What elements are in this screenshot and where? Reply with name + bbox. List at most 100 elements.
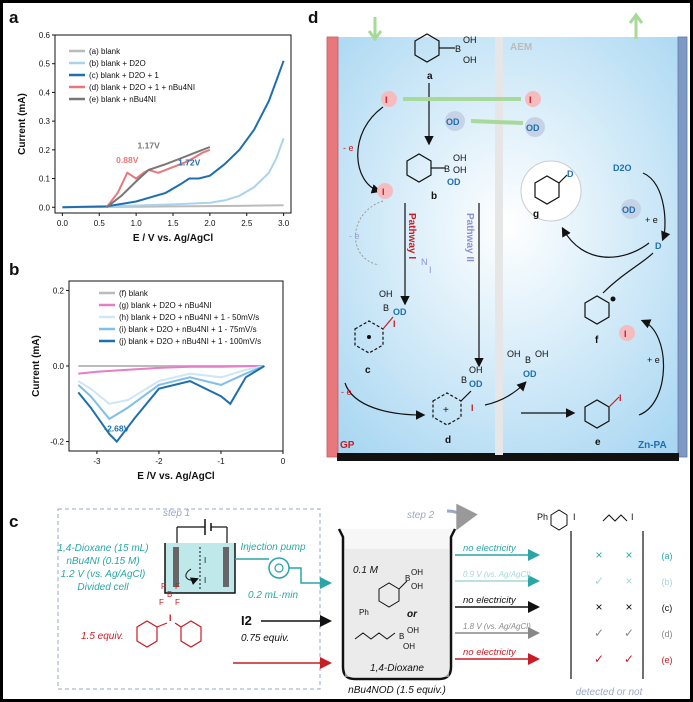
svg-text:OH: OH (453, 153, 467, 163)
svg-text:I: I (204, 556, 206, 565)
figure-canvas: a 0.0 0.5 1.0 1.5 2.0 2.5 3.00.00.10.20.30.40.… (9, 8, 688, 698)
boric-acid: B OH OH OD (507, 349, 549, 379)
chart-a-legend-entry: (c) blank + D2O + 1 (89, 71, 159, 80)
svg-text:Ph: Ph (359, 608, 369, 617)
chart-a-ytick-label: 0.0 (39, 203, 51, 212)
result-mark: × (625, 600, 632, 614)
figure: a 0.0 0.5 1.0 1.5 2.0 2.5 3.0 0.0 0.1 0.2 0.3 0.4 0.… (3, 3, 690, 699)
result-letter: (a) (662, 551, 673, 561)
chart-a-xlabel: E / V vs. Ag/AgCl (133, 233, 213, 244)
flow-rate: 0.2 mL·min (248, 590, 298, 601)
compound-e: I e (584, 393, 622, 448)
label-a: a (427, 71, 433, 82)
cell-bottom (337, 453, 679, 461)
compound-a: B OH OH a (414, 33, 477, 82)
chart-a: 0.0 0.5 1.0 1.5 2.0 2.5 3.0 0.0 0.1 0.2 0.3 0.4 0.5 0… (17, 31, 292, 244)
svg-text:OD: OD (469, 379, 483, 389)
chart-a-xtick-label: 0.5 (94, 219, 106, 228)
panel-label-a: a (9, 8, 19, 27)
chart-a-ytick-label: 0.3 (39, 117, 51, 126)
pathway-1: Pathway I (406, 213, 417, 259)
condition-label: no electricity (463, 595, 517, 606)
or-label: or (407, 609, 418, 620)
condition-rows: no electricity × × (a) 0.9 V (vs. Ag/AgCl) ✓ ×… (455, 543, 673, 666)
result-letter: (e) (662, 655, 673, 665)
minus-e-1: - e (343, 143, 354, 153)
svg-text:F: F (159, 598, 164, 607)
product-headers: Ph I I (537, 509, 634, 531)
svg-text:OD: OD (446, 117, 460, 127)
chart-b-ytick-label: 0.2 (53, 286, 65, 295)
svg-text:OH: OH (403, 642, 415, 651)
svg-text:B: B (383, 303, 389, 313)
result-mark: × (625, 548, 632, 562)
label-f: f (595, 335, 599, 346)
svg-text:I: I (204, 576, 206, 585)
cond-voltage: 1.2 V (vs. Ag/AgCl) (61, 569, 146, 580)
chart-a-annotation: 1.17V (138, 140, 161, 150)
label-e: e (595, 437, 601, 448)
result-mark: × (625, 574, 632, 588)
chart-a-xtick-label: 1.5 (167, 219, 179, 228)
compound-f: f (584, 295, 616, 346)
svg-text:I: I (631, 512, 634, 522)
chart-b-legend-entry: (j) blank + D2O + nBu4NI + 1 - 100mV/s (119, 337, 261, 346)
svg-text:B: B (525, 355, 531, 365)
svg-text:I: I (624, 329, 627, 339)
svg-text:F: F (175, 582, 180, 591)
result-letter: (b) (662, 577, 673, 587)
chart-b-series-1 (78, 365, 265, 375)
step2-label: step 2 (407, 510, 435, 521)
chart-a-legend-entry: (e) blank + nBu4NI (89, 95, 156, 104)
chart-b-xlabel: E /V vs. Ag/AgCl (137, 471, 215, 482)
chart-a-annotation: 1.72V (178, 158, 201, 168)
plus-e-1: + e (647, 355, 660, 365)
i2-equiv: 0.75 equiv. (241, 633, 289, 644)
chart-a-xtick-label: 3.0 (278, 219, 290, 228)
chart-b-series-2 (77, 365, 265, 405)
svg-text:F: F (175, 598, 180, 607)
chart-b-xtick-label: -3 (93, 457, 101, 466)
iodonium-reagent: F F B F F I (136, 582, 202, 648)
electrochemical-cell: I I (164, 519, 236, 594)
base-label: nBu4NOD (1.5 equiv.) (348, 685, 446, 696)
chart-b-legend-entry: (h) blank + D2O + nBu4NI + 1 - 50mV/s (119, 313, 259, 322)
iodide-right (525, 91, 541, 107)
cond-electrolyte: nBu4NI (0.15 M) (66, 556, 139, 567)
chart-b-series-4 (77, 365, 265, 444)
injection-pump-label: Injection pump (240, 542, 305, 553)
chart-b-legend-entry: (g) blank + D2O + nBu4NI (119, 301, 212, 310)
graphite-electrode (326, 36, 339, 458)
result-letter: (d) (662, 629, 673, 639)
chart-a-series-1 (62, 138, 285, 209)
svg-text:I: I (429, 265, 432, 275)
d2o: D2O (613, 163, 632, 173)
condition-label: 0.9 V (vs. Ag/AgCl) (463, 570, 531, 579)
svg-text:OH: OH (453, 165, 467, 175)
compound-b: B OH OH OD b (406, 153, 467, 202)
svg-text:I: I (529, 95, 532, 105)
conc-label: 0.1 M (353, 565, 379, 576)
svg-text:OD: OD (393, 307, 407, 317)
svg-text:I: I (619, 393, 622, 403)
chart-a-xtick-label: 2.0 (204, 219, 216, 228)
pathway-2: Pathway II (464, 213, 475, 262)
beaker: 0.1 M B OH OH Ph or B OH OH 1,4-Dioxane (337, 528, 457, 681)
condition-label: 1.8 V (vs. Ag/AgCl) (463, 622, 531, 631)
zinc-electrode (677, 36, 688, 458)
svg-text:OD: OD (526, 123, 540, 133)
cell-diagram: AEM GP Zn-PA B OH OH a I I OD OD - e I (326, 12, 688, 461)
chart-a-xtick-label: 0.0 (57, 219, 69, 228)
result-mark: ✓ (594, 574, 604, 588)
label-b: b (431, 191, 437, 202)
inflow-arrow (367, 17, 383, 42)
svg-text:D: D (567, 169, 574, 179)
chart-a-ylabel: Current (mA) (17, 93, 28, 155)
result-mark: ✓ (594, 626, 604, 640)
svg-text:B: B (405, 574, 410, 583)
chart-a-legend-entry: (a) blank (89, 47, 121, 56)
condition-label: no electricity (463, 543, 517, 554)
result-mark: × (595, 548, 602, 562)
outflow-arrow (628, 12, 644, 39)
solvent-label: 1,4-Dioxane (370, 663, 424, 674)
